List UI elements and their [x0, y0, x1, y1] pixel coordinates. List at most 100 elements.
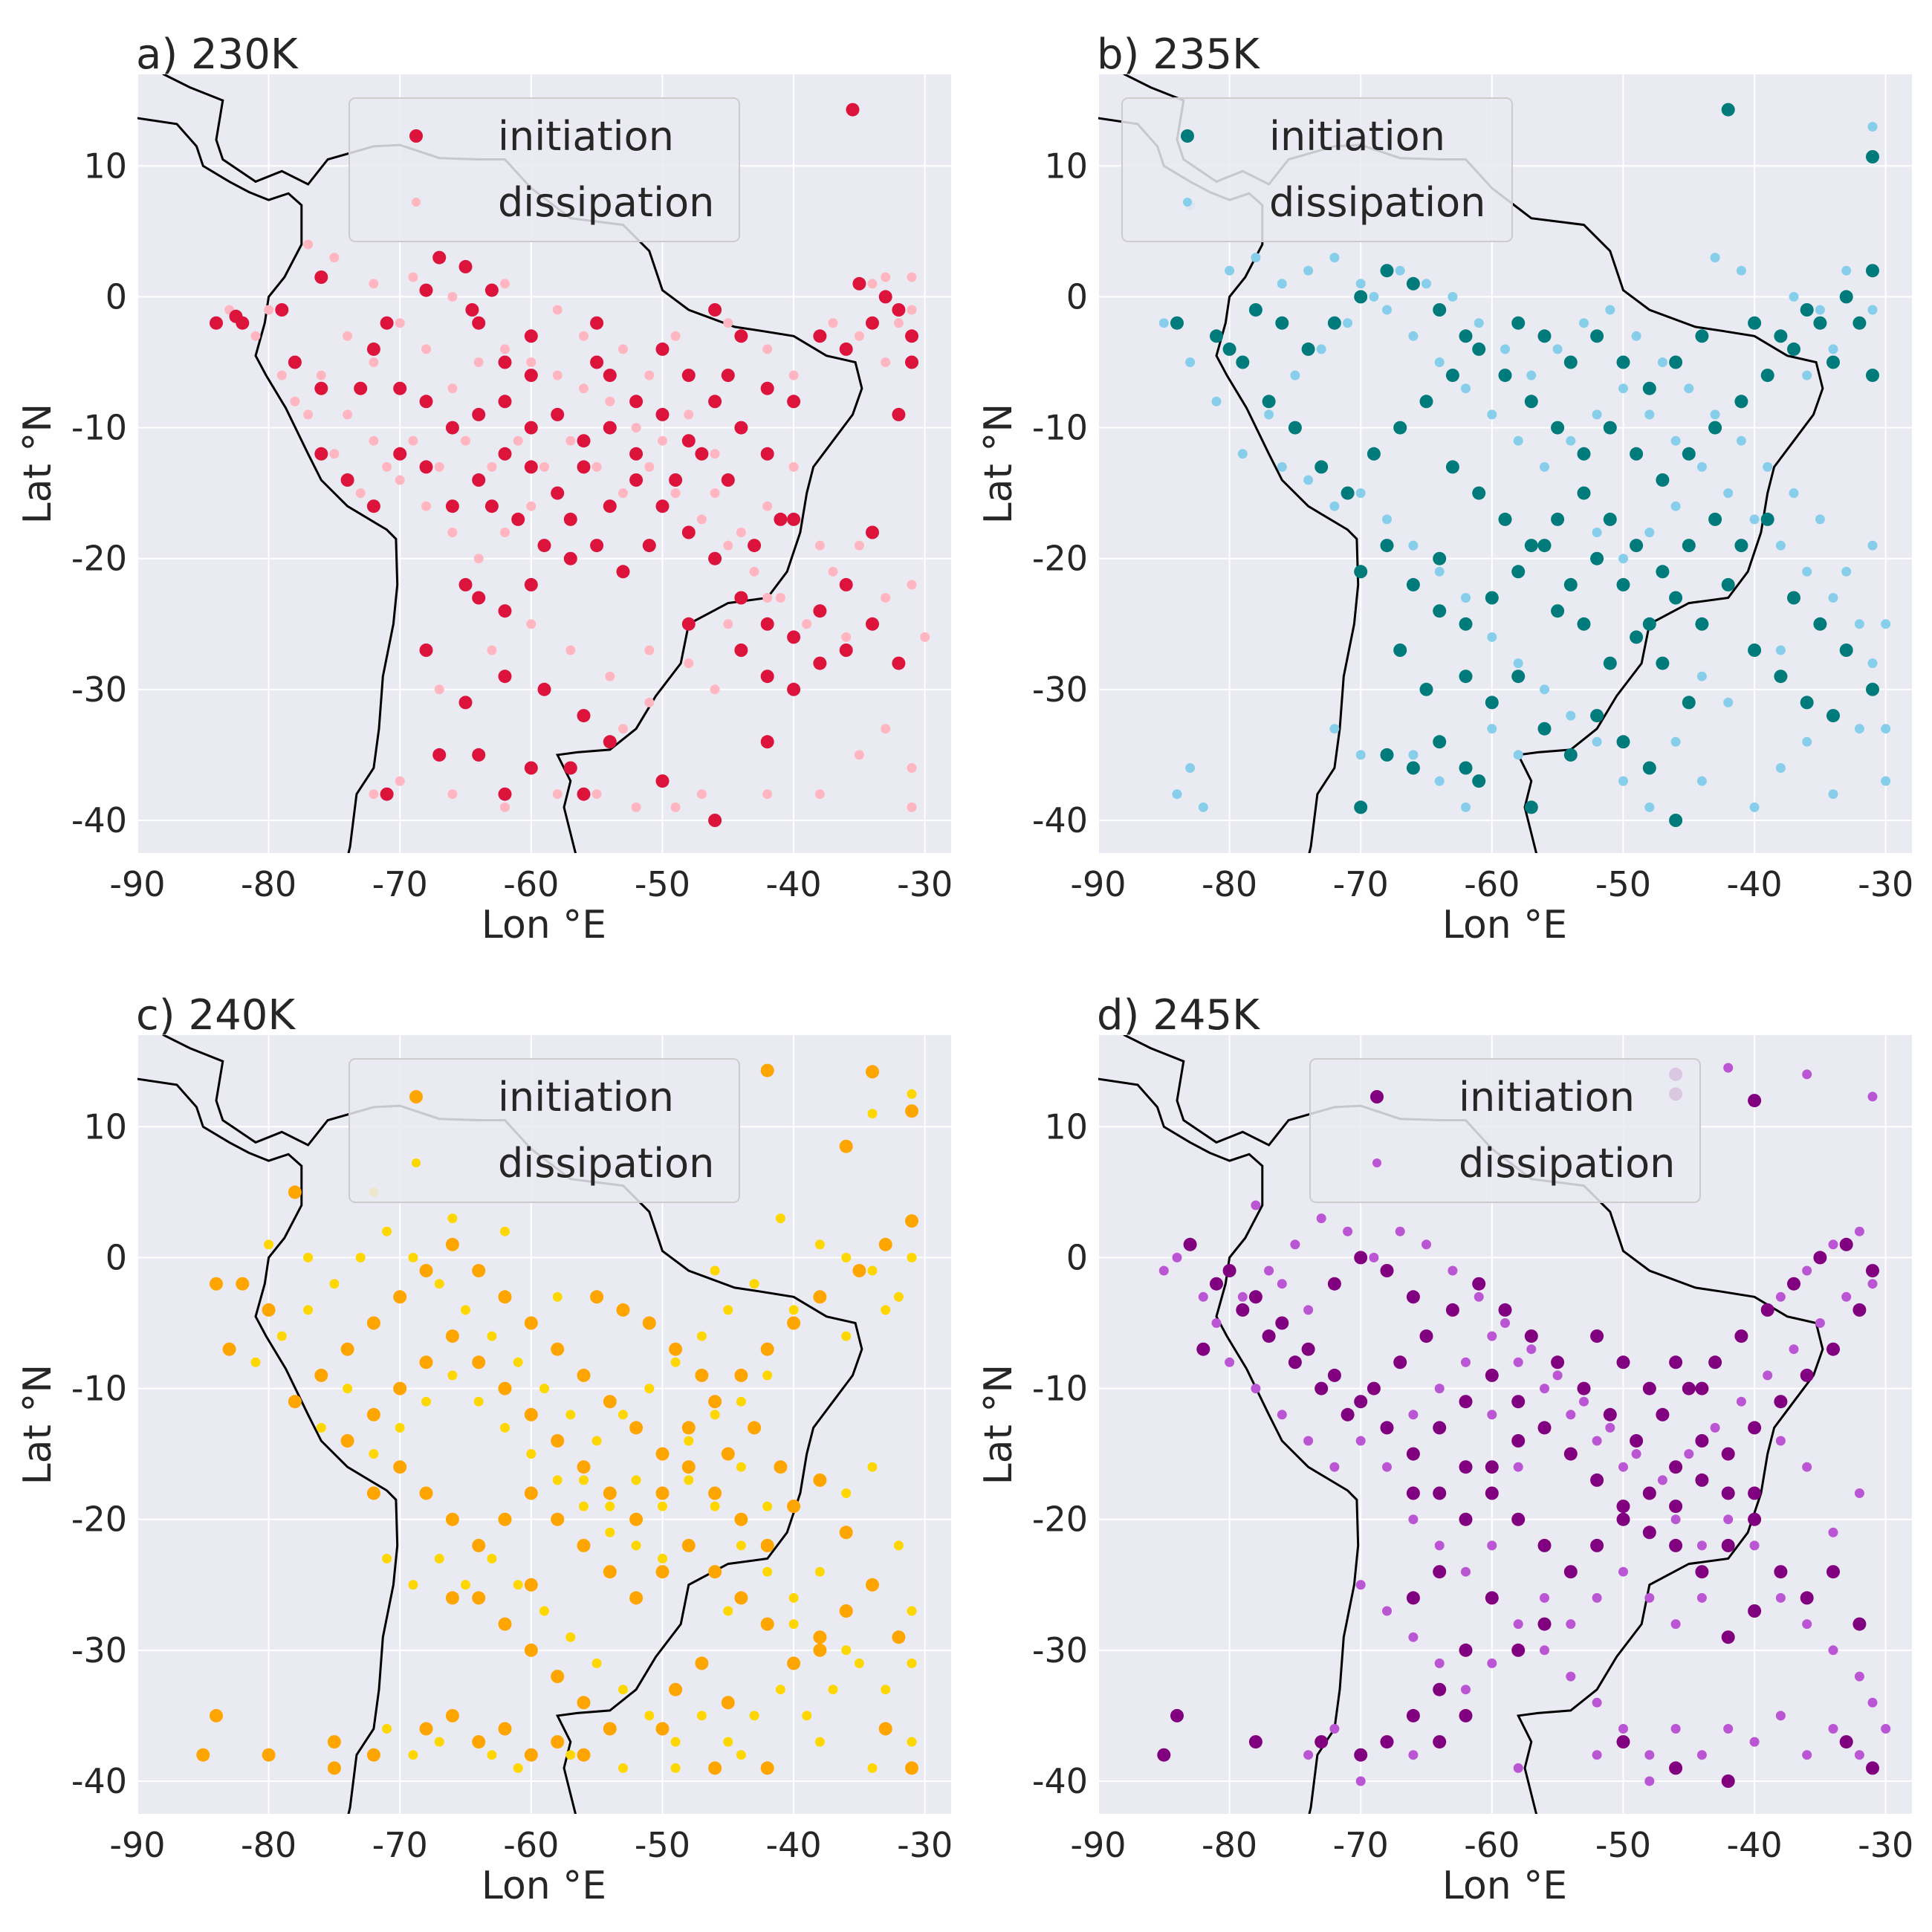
point-dissipation	[1828, 593, 1838, 603]
point-initiation	[229, 309, 243, 323]
point-initiation	[1616, 1735, 1630, 1749]
point-initiation	[1839, 1735, 1853, 1749]
point-dissipation	[1631, 1449, 1641, 1459]
point-initiation	[734, 644, 748, 657]
point-dissipation	[1382, 305, 1392, 315]
point-initiation	[1485, 1460, 1499, 1474]
point-dissipation	[1644, 409, 1655, 420]
point-dissipation	[1854, 1226, 1864, 1236]
point-dissipation	[762, 593, 773, 603]
x-axis-label-b: Lon °E	[1442, 903, 1567, 947]
point-dissipation	[684, 1475, 694, 1485]
point-initiation	[551, 1434, 565, 1448]
point-dissipation	[1881, 776, 1891, 786]
point-dissipation	[881, 1685, 891, 1695]
point-dissipation	[1867, 122, 1878, 132]
coastline-a	[137, 74, 863, 853]
point-initiation	[262, 1303, 276, 1317]
point-initiation	[222, 1342, 236, 1356]
point-initiation	[1682, 696, 1696, 710]
point-dissipation	[1434, 1658, 1445, 1668]
point-dissipation	[1670, 1514, 1681, 1525]
point-dissipation	[907, 763, 917, 773]
point-initiation	[1616, 1512, 1630, 1526]
point-initiation	[1433, 604, 1447, 618]
point-dissipation	[1789, 488, 1799, 499]
point-dissipation	[1158, 1265, 1169, 1276]
point-dissipation	[670, 331, 681, 341]
point-initiation	[1563, 748, 1578, 762]
coastline-west	[137, 1077, 399, 1814]
point-initiation	[813, 656, 827, 670]
point-initiation	[1630, 447, 1644, 461]
point-initiation	[1774, 329, 1788, 343]
point-initiation	[787, 512, 801, 526]
point-dissipation	[369, 789, 379, 800]
legend-marker-dissipation-c	[412, 1158, 421, 1167]
point-dissipation	[1670, 736, 1681, 747]
point-dissipation	[1566, 1410, 1576, 1420]
point-dissipation	[1696, 776, 1707, 786]
point-initiation	[577, 1460, 591, 1474]
point-dissipation	[1448, 1265, 1458, 1276]
point-initiation	[1642, 1526, 1656, 1540]
point-initiation	[524, 421, 538, 435]
point-initiation	[1839, 1237, 1853, 1251]
point-dissipation	[736, 1396, 746, 1407]
point-initiation	[1866, 1264, 1879, 1277]
point-initiation	[748, 1421, 762, 1435]
point-initiation	[708, 1395, 722, 1409]
point-dissipation	[696, 514, 707, 525]
point-initiation	[1170, 316, 1184, 330]
point-initiation	[1222, 1264, 1236, 1277]
point-dissipation	[1881, 724, 1891, 734]
point-dissipation	[670, 1357, 681, 1367]
point-initiation	[1262, 1329, 1276, 1343]
point-dissipation	[723, 540, 733, 551]
point-dissipation	[421, 501, 431, 511]
point-initiation	[892, 656, 906, 670]
point-initiation	[1537, 329, 1552, 343]
point-dissipation	[579, 1475, 589, 1485]
point-dissipation	[1408, 1514, 1419, 1525]
point-initiation	[734, 591, 748, 605]
x-tick-label: -90	[109, 1825, 165, 1865]
point-dissipation	[303, 409, 314, 420]
point-initiation	[1406, 276, 1420, 291]
legend-box-b	[1121, 97, 1513, 242]
point-dissipation	[513, 435, 523, 446]
point-dissipation	[1618, 1566, 1628, 1577]
point-dissipation	[447, 1213, 458, 1224]
point-dissipation	[618, 1763, 628, 1773]
x-tick-label: -30	[1858, 864, 1913, 904]
point-initiation	[774, 1460, 788, 1474]
point-initiation	[1315, 1381, 1329, 1395]
point-initiation	[787, 1500, 801, 1514]
point-initiation	[1669, 814, 1683, 827]
y-axis-label-b: Lat °N	[976, 403, 1021, 525]
point-dissipation	[1277, 461, 1287, 472]
y-axis-label-d: Lat °N	[976, 1364, 1021, 1485]
point-dissipation	[1605, 1422, 1615, 1433]
point-initiation	[1354, 565, 1368, 579]
point-dissipation	[1644, 528, 1655, 537]
point-initiation	[1511, 1512, 1526, 1526]
point-dissipation	[736, 1462, 746, 1472]
point-dissipation	[1618, 1462, 1628, 1472]
point-initiation	[721, 1696, 735, 1710]
y-tick-label: -20	[1032, 539, 1088, 579]
point-dissipation	[1775, 1592, 1786, 1603]
point-dissipation	[343, 1384, 353, 1394]
point-dissipation	[723, 1737, 733, 1747]
point-dissipation	[382, 1554, 392, 1563]
points-a	[210, 103, 930, 827]
x-tick-label: -90	[109, 864, 165, 904]
point-dissipation	[369, 357, 379, 367]
point-dissipation	[762, 501, 773, 511]
point-dissipation	[618, 1685, 628, 1695]
points-c	[196, 1063, 918, 1775]
point-dissipation	[828, 566, 838, 577]
point-initiation	[1459, 761, 1473, 775]
point-dissipation	[461, 1580, 470, 1590]
point-initiation	[484, 283, 499, 297]
